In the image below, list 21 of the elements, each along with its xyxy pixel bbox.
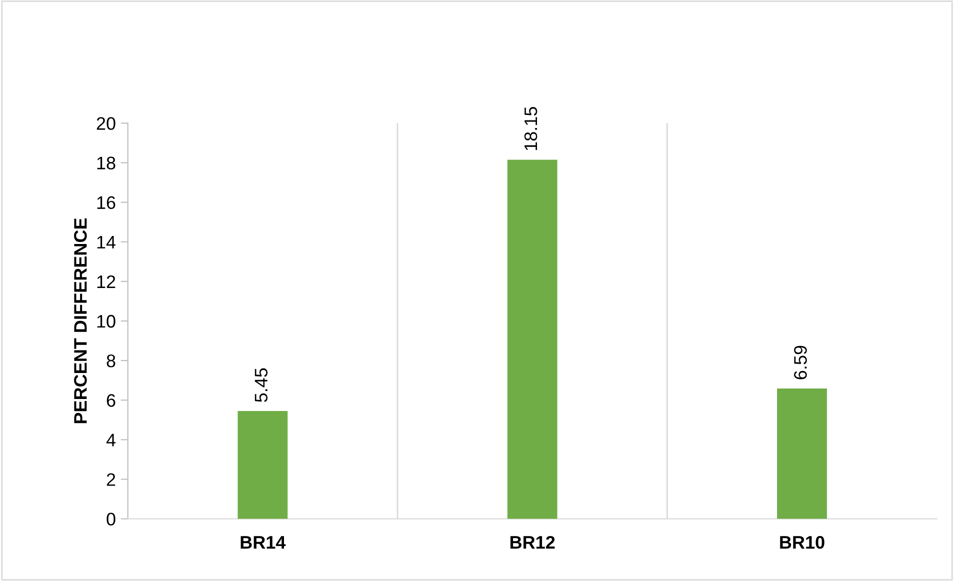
data-label: 5.45: [254, 368, 268, 402]
y-tick-label: 18: [97, 156, 116, 170]
y-tick-label: 0: [106, 512, 116, 526]
y-axis-title: PERCENT DIFFERENCE: [74, 218, 87, 424]
data-label: 6.59: [794, 346, 807, 380]
bar: [777, 388, 827, 519]
y-tick-label: 14: [97, 236, 116, 248]
y-tick-label: 10: [97, 314, 116, 328]
y-tick-label: 4: [106, 434, 116, 446]
y-tick-label: 12: [97, 275, 116, 288]
x-tick-label: BR14: [240, 536, 286, 549]
y-tick-label: 2: [106, 473, 116, 486]
y-tick-label: 20: [96, 117, 116, 130]
x-tick-label: BR12: [510, 536, 555, 549]
bar: [507, 160, 558, 519]
y-tick-label: 6: [106, 394, 116, 407]
x-tick-label: BR10: [780, 536, 824, 549]
y-tick-label: 8: [106, 354, 116, 368]
data-label: 18.15: [524, 107, 538, 150]
y-tick-label: 16: [97, 196, 116, 210]
bar: [238, 411, 288, 519]
